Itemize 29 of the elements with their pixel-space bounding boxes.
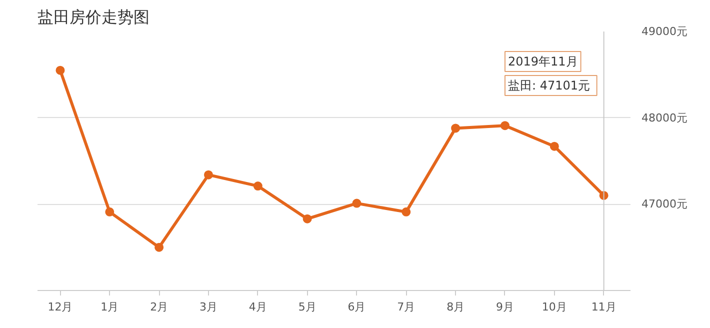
- point: [500, 121, 510, 130]
- chart-title: 盐田房价走势图: [38, 8, 150, 26]
- point: [302, 214, 312, 224]
- x-tick-label: 5月: [298, 300, 316, 314]
- x-tick-label: 6月: [348, 300, 366, 314]
- x-tick-label: 11月: [591, 300, 616, 314]
- point: [451, 124, 460, 133]
- annotation: 2019年11月: [508, 54, 578, 68]
- y-tick-label: 49000元: [642, 25, 688, 38]
- x-tick-label: 12月: [48, 300, 73, 314]
- point: [105, 207, 114, 216]
- x-tick-label: 2月: [150, 300, 168, 314]
- point: [402, 207, 411, 216]
- point: [550, 142, 559, 151]
- point: [56, 66, 65, 75]
- x-tick-label: 1月: [100, 300, 119, 314]
- annotation: 盐田: 47101元: [508, 78, 590, 92]
- x-tick-label: 4月: [248, 300, 267, 314]
- x-tick-label: 10月: [542, 300, 567, 314]
- y-tick-label: 48000元: [642, 111, 688, 124]
- point: [253, 182, 262, 191]
- x-tick-label: 9月: [496, 300, 514, 314]
- point: [352, 198, 362, 208]
- point: [154, 242, 164, 252]
- point: [204, 170, 213, 180]
- y-tick-label: 47000元: [642, 198, 688, 211]
- x-tick-label: 8月: [446, 300, 465, 314]
- x-tick-label: 3月: [199, 300, 218, 314]
- x-tick-label: 7月: [397, 300, 416, 314]
